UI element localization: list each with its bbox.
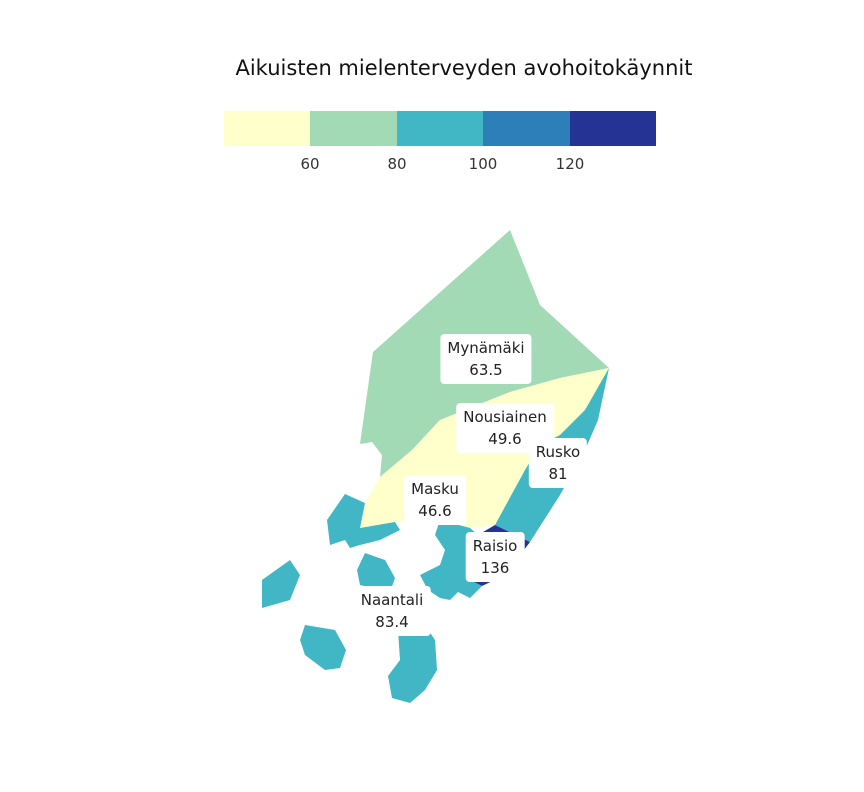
- region-name: Masku: [411, 480, 459, 498]
- region-name: Nousiainen: [463, 408, 547, 426]
- region-label: Mynämäki 63.5: [440, 334, 532, 384]
- legend-tick: 120: [555, 155, 585, 173]
- region-label: Rusko 81: [528, 438, 588, 488]
- region-name: Raisio: [472, 537, 518, 555]
- region-value: 136: [480, 559, 510, 577]
- legend-bin-5: [569, 111, 657, 146]
- legend-bin-3: [396, 111, 484, 146]
- region-name: Naantali: [360, 591, 424, 609]
- region-name: Mynämäki: [447, 339, 525, 357]
- legend-ticks: 60 80 100 120: [0, 155, 864, 175]
- region-name: Rusko: [535, 443, 581, 461]
- legend-bin-1: [224, 111, 311, 146]
- legend-bin-2: [310, 111, 397, 146]
- region-naantali[interactable]: [262, 494, 482, 703]
- legend-tick: 100: [468, 155, 498, 173]
- region-value: 83.4: [375, 613, 409, 631]
- region-value: 49.6: [488, 430, 522, 448]
- region-label: Naantali 83.4: [353, 586, 431, 636]
- legend-tick: 80: [387, 155, 407, 173]
- legend-tick: 60: [300, 155, 320, 173]
- region-value: 46.6: [418, 502, 452, 520]
- region-value: 63.5: [469, 361, 503, 379]
- legend-bin-4: [483, 111, 570, 146]
- region-label: Raisio 136: [465, 532, 525, 582]
- region-label: Masku 46.6: [404, 475, 466, 525]
- region-value: 81: [548, 465, 568, 483]
- map-title: Aikuisten mielenterveyden avohoitokäynni…: [235, 56, 693, 80]
- color-legend: [224, 111, 657, 146]
